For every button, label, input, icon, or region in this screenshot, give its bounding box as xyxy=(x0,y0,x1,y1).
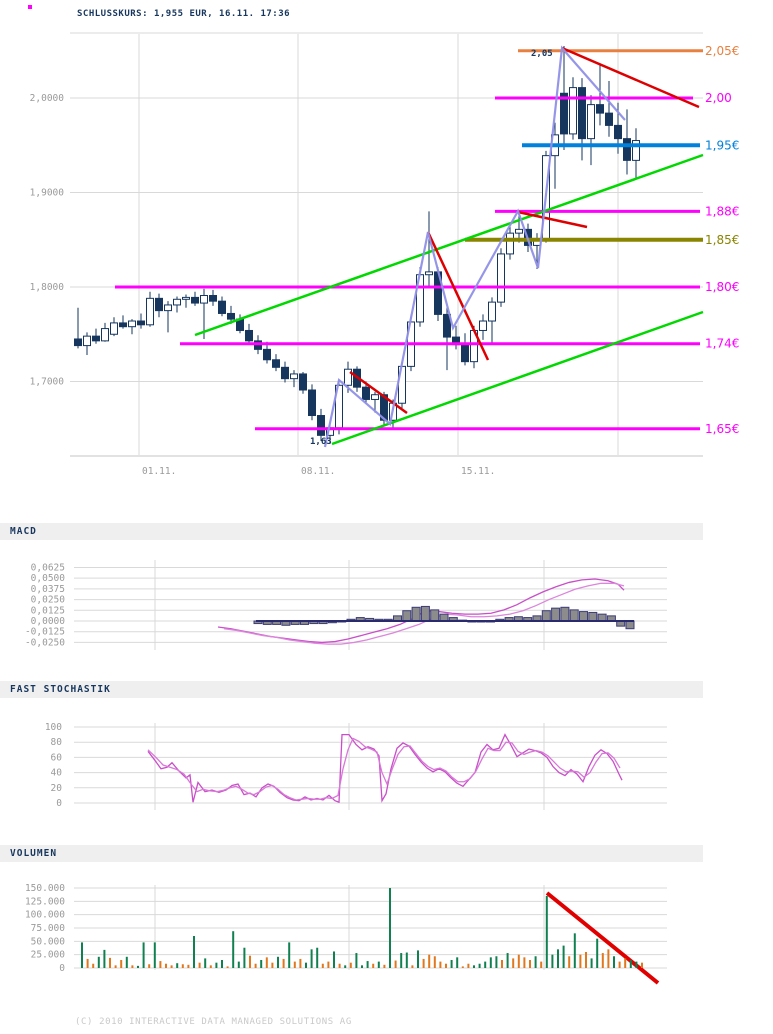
svg-text:2,0000: 2,0000 xyxy=(30,93,65,104)
svg-text:0: 0 xyxy=(59,963,65,974)
svg-text:60: 60 xyxy=(51,752,63,763)
svg-text:100.000: 100.000 xyxy=(25,910,65,921)
svg-text:2,05: 2,05 xyxy=(531,49,553,59)
volume-section-label: VOLUMEN xyxy=(10,848,58,859)
price-trendlines xyxy=(194,46,704,446)
svg-text:0,0125: 0,0125 xyxy=(31,605,65,616)
stochastic-section-label: FAST STOCHASTIK xyxy=(10,684,111,695)
svg-text:2,00: 2,00 xyxy=(705,91,732,105)
svg-text:1,9000: 1,9000 xyxy=(30,188,65,199)
svg-text:1,65€: 1,65€ xyxy=(705,422,739,436)
copyright-text: (C) 2010 INTERACTIVE DATA MANAGED SOLUTI… xyxy=(75,1017,352,1027)
svg-text:100: 100 xyxy=(45,722,62,733)
svg-text:0,0250: 0,0250 xyxy=(31,595,66,606)
svg-text:125.000: 125.000 xyxy=(25,896,65,907)
svg-text:150.000: 150.000 xyxy=(25,883,65,894)
volume-chart: 150.000 125.000 100.000 75.000 50.000 25.000 0 xyxy=(25,883,667,985)
page-title: SCHLUSSKURS: 1,955 EUR, 16.11. 17:36 xyxy=(77,9,291,19)
svg-text:1,7000: 1,7000 xyxy=(30,377,65,388)
svg-text:08.11.: 08.11. xyxy=(301,466,335,477)
magenta-marker xyxy=(28,5,32,9)
macd-histogram xyxy=(253,605,635,630)
svg-text:80: 80 xyxy=(51,737,63,748)
svg-text:0,0000: 0,0000 xyxy=(31,616,66,627)
svg-text:15.11.: 15.11. xyxy=(461,466,495,477)
stochastic-section-header: FAST STOCHASTIK xyxy=(0,681,703,698)
price-chart: 2,0000 1,9000 1,8000 1,7000 01.11. 08.11. 15.1… xyxy=(30,32,703,477)
volume-section-header: VOLUMEN xyxy=(0,845,703,862)
svg-text:0,0500: 0,0500 xyxy=(31,573,66,584)
svg-text:1,74€: 1,74€ xyxy=(705,337,739,351)
svg-text:20: 20 xyxy=(51,783,63,794)
macd-chart: 0,06250,05000,03750,02500,01250,0000-0,0… xyxy=(25,560,667,650)
svg-text:0: 0 xyxy=(56,798,62,809)
svg-text:50.000: 50.000 xyxy=(31,936,66,947)
svg-text:0,0375: 0,0375 xyxy=(31,584,65,595)
svg-text:25.000: 25.000 xyxy=(31,950,66,961)
svg-text:1,63: 1,63 xyxy=(310,437,332,447)
zigzag-line xyxy=(323,45,626,448)
svg-text:0,0625: 0,0625 xyxy=(31,562,65,573)
svg-text:-0,0125: -0,0125 xyxy=(25,627,65,638)
svg-text:1,8000: 1,8000 xyxy=(30,282,65,293)
svg-text:-0,0250: -0,0250 xyxy=(25,637,65,648)
price-annotations: 2,05 1,63 xyxy=(310,49,553,447)
macd-section-header: MACD xyxy=(0,523,703,540)
volume-bars xyxy=(81,888,643,968)
svg-text:1,80€: 1,80€ xyxy=(705,280,739,294)
svg-text:2,05€: 2,05€ xyxy=(705,44,739,58)
svg-text:40: 40 xyxy=(51,768,63,779)
svg-text:75.000: 75.000 xyxy=(31,923,66,934)
svg-text:1,85€: 1,85€ xyxy=(705,233,739,247)
svg-text:1,88€: 1,88€ xyxy=(705,204,739,218)
svg-text:01.11.: 01.11. xyxy=(142,466,176,477)
macd-section-label: MACD xyxy=(10,526,37,537)
svg-text:1,95€: 1,95€ xyxy=(705,138,739,152)
stochastic-chart: 100 80 60 40 20 0 xyxy=(45,722,667,810)
